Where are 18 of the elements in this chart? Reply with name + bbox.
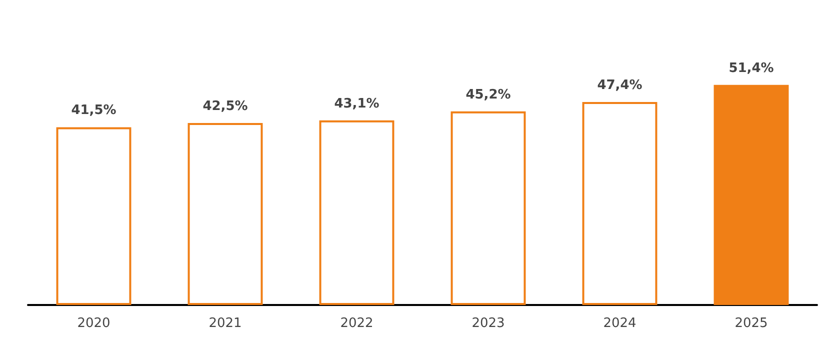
bar [319, 120, 394, 305]
bar [714, 84, 789, 305]
data-label: 43,1% [334, 96, 380, 112]
data-label: 47,4% [597, 78, 642, 93]
x-tick-label: 2022 [340, 316, 374, 331]
bar [56, 127, 132, 305]
data-label: 45,2% [466, 87, 511, 102]
x-tick-label: 2023 [472, 316, 505, 331]
data-label: 41,5% [71, 103, 116, 118]
x-tick-label: 2020 [77, 316, 110, 331]
bar [582, 102, 658, 305]
x-tick-label: 2021 [208, 316, 242, 331]
data-label: 42,5% [202, 98, 248, 114]
x-tick-label: 2024 [603, 316, 636, 331]
data-label: 51,4% [728, 60, 774, 76]
x-tick-label: 2025 [734, 316, 768, 331]
bar [450, 111, 526, 305]
bar [188, 122, 263, 305]
